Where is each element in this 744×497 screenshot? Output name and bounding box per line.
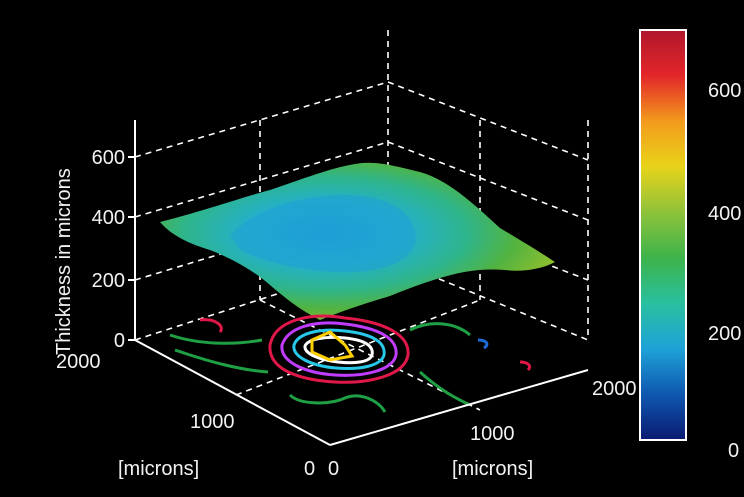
contour-lines xyxy=(169,314,532,413)
right-axis-title: [microns] xyxy=(452,458,533,480)
z-tick-label: 0 xyxy=(114,330,125,352)
colorbar-box xyxy=(639,29,687,441)
colorbar-tick-label: 600 xyxy=(708,80,741,102)
left-axis-tick-label: 0 xyxy=(304,458,315,480)
z-tick-label: 400 xyxy=(92,207,125,229)
right-axis-tick-label: 2000 xyxy=(592,378,637,400)
z-tick-labels: 600 400 200 0 xyxy=(92,147,125,352)
left-axis-tick-label: 2000 xyxy=(56,351,101,373)
right-axis-tick-label: 0 xyxy=(328,458,339,480)
z-tick-label: 200 xyxy=(92,270,125,292)
axes xyxy=(128,120,589,446)
thickness-surface xyxy=(160,162,555,320)
left-axis-tick-labels: 2000 1000 0 xyxy=(56,351,315,480)
z-tick-label: 600 xyxy=(92,147,125,169)
colorbar-tick-label: 200 xyxy=(708,323,741,345)
colorbar-tick-label: 400 xyxy=(708,203,741,225)
z-axis-title: Thickness in microns xyxy=(53,168,75,355)
colorbar: 600 400 200 0 xyxy=(639,29,741,462)
left-axis-tick-label: 1000 xyxy=(190,411,235,433)
right-axis-tick-labels: 0 1000 2000 xyxy=(328,378,637,480)
right-axis-tick-label: 1000 xyxy=(470,423,515,445)
left-axis-title: [microns] xyxy=(118,458,199,480)
colorbar-tick-label: 0 xyxy=(728,440,739,462)
